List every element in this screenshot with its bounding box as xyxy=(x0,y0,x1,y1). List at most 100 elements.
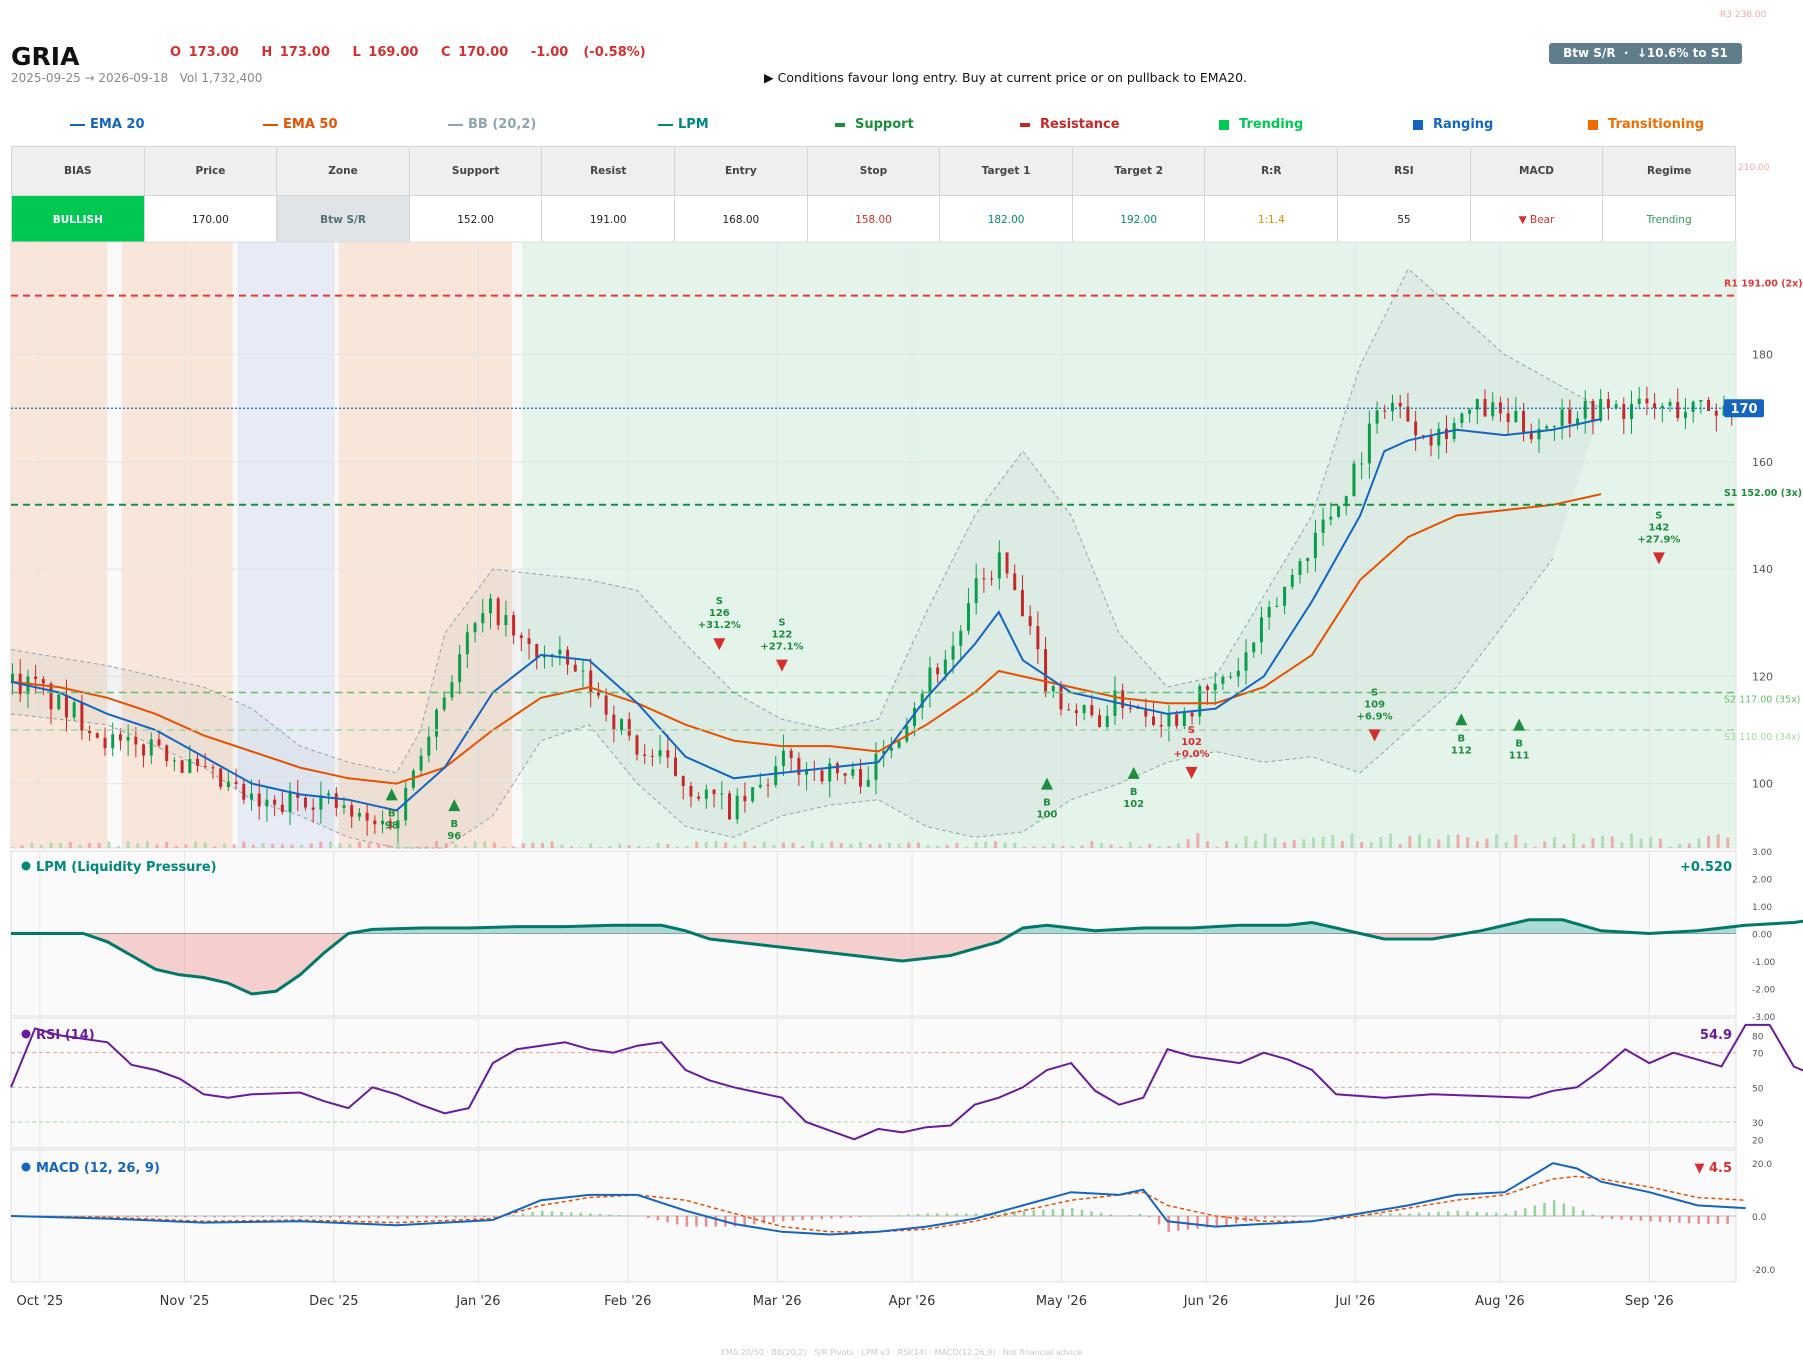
volume-bar xyxy=(1263,833,1267,848)
macd-histogram-bar xyxy=(974,1213,978,1216)
advice-text: ▶ Conditions favour long entry. Buy at c… xyxy=(764,70,1248,85)
volume-bar xyxy=(1003,842,1007,848)
volume-bar xyxy=(88,842,92,848)
ema20-line xyxy=(10,418,1602,812)
candle-body xyxy=(774,766,778,786)
macd-histogram-bar xyxy=(897,1214,901,1216)
macd-histogram-bar xyxy=(1302,1216,1305,1217)
candle-body xyxy=(1475,398,1479,410)
macd-title-dot xyxy=(21,1162,31,1172)
candle-body xyxy=(1344,496,1348,507)
cell-regime: Trending xyxy=(1602,195,1736,245)
macd-histogram-bar xyxy=(608,1214,611,1216)
candle-body xyxy=(1321,519,1325,533)
macd-histogram-bar xyxy=(1716,1216,1720,1224)
candle-body xyxy=(11,673,14,682)
macd-histogram-bar xyxy=(675,1216,679,1225)
candle-body xyxy=(1514,410,1518,423)
volume-bar xyxy=(425,846,429,848)
volume-bar xyxy=(184,844,188,848)
volume-bar xyxy=(338,843,342,848)
candle-body xyxy=(142,744,146,756)
candle-body xyxy=(982,578,986,580)
candle-body xyxy=(542,655,546,658)
buy-signal-marker xyxy=(1127,766,1140,779)
volume-bar xyxy=(319,841,323,848)
macd-histogram-bar xyxy=(1205,1216,1209,1228)
buy-signal-marker xyxy=(1513,718,1526,731)
x-tick-label: Apr '26 xyxy=(889,1294,936,1309)
legend-label: Transitioning xyxy=(1608,117,1704,132)
candle-body xyxy=(874,753,878,780)
volume-bar xyxy=(59,842,63,848)
candle-body xyxy=(866,779,870,787)
macd-histogram-bar xyxy=(1427,1212,1431,1216)
macd-histogram-bar xyxy=(1360,1213,1363,1216)
buy-signal-label: B xyxy=(1043,798,1051,809)
chart-legend: EMA 20 EMA 50 BB (20,2) LPM Support Resistanc… xyxy=(0,117,1803,135)
macd-histogram-bar xyxy=(1032,1210,1036,1216)
volume-bar xyxy=(203,842,207,848)
macd-histogram-bar xyxy=(753,1216,756,1225)
volume-bar xyxy=(936,845,940,848)
volume-bar xyxy=(1205,841,1209,848)
volume-bar xyxy=(1109,844,1113,848)
macd-histogram-bar xyxy=(1283,1216,1286,1218)
macd-histogram-bar xyxy=(425,1216,428,1219)
candle-body xyxy=(411,770,415,788)
candle-body xyxy=(697,796,701,799)
volume-bar xyxy=(1716,834,1720,848)
candle-body xyxy=(242,783,246,800)
candle-body xyxy=(488,598,492,614)
volume-bar xyxy=(377,843,381,848)
candle-body xyxy=(519,635,523,639)
candle-body xyxy=(1429,435,1433,446)
candle-body xyxy=(1676,402,1680,418)
volume-bar xyxy=(483,841,487,848)
summary-value-row: BULLISH 170.00 Btw S/R 152.00 191.00 168.00 15… xyxy=(11,195,1736,245)
macd-histogram-bar xyxy=(1543,1202,1546,1216)
macd-histogram-bar xyxy=(473,1216,477,1218)
candle-body xyxy=(1329,516,1333,520)
candle-body xyxy=(1044,649,1048,692)
legend-swatch xyxy=(1219,119,1229,130)
volume-bar xyxy=(78,844,82,848)
volume-bar xyxy=(1311,837,1315,848)
macd-histogram-bar xyxy=(791,1216,795,1221)
legend-item-ranging: Ranging xyxy=(1413,117,1493,132)
candle-body xyxy=(88,730,92,734)
volume-bar xyxy=(280,844,284,848)
candle-body xyxy=(1036,626,1040,650)
candle-body xyxy=(1306,557,1310,562)
candle-body xyxy=(1437,428,1441,446)
macd-histogram-bar xyxy=(232,1216,236,1218)
candle-body xyxy=(843,773,847,776)
volume-bar xyxy=(1331,835,1335,848)
candle-body xyxy=(1283,586,1287,606)
volume-bar xyxy=(1128,842,1132,848)
volume-bar xyxy=(608,845,612,848)
volume-bar xyxy=(1475,841,1479,848)
candle-body xyxy=(805,769,809,775)
macd-histogram-bar xyxy=(541,1210,544,1216)
candle-body xyxy=(1229,676,1233,678)
macd-histogram-bar xyxy=(223,1216,226,1218)
candle-body xyxy=(126,736,130,741)
col-header-zone: Zone xyxy=(276,146,410,196)
candle-body xyxy=(751,787,755,802)
volume-bar xyxy=(1234,843,1238,848)
x-tick-label: Jan '26 xyxy=(455,1294,500,1309)
y-tick-label: 100 xyxy=(1752,778,1773,791)
candle-body xyxy=(1136,707,1140,709)
candle-body xyxy=(512,615,516,636)
volume-bar xyxy=(251,844,255,848)
macd-histogram-bar xyxy=(714,1216,717,1227)
legend-item-ema-20: EMA 20 xyxy=(70,117,145,132)
volume-bar xyxy=(194,841,198,848)
candle-body xyxy=(905,725,909,742)
volume-bar xyxy=(174,846,178,848)
volume-bar xyxy=(1360,841,1364,848)
candle-body xyxy=(1545,426,1549,429)
volume-bar xyxy=(39,845,43,848)
sell-signal-marker xyxy=(775,659,788,672)
